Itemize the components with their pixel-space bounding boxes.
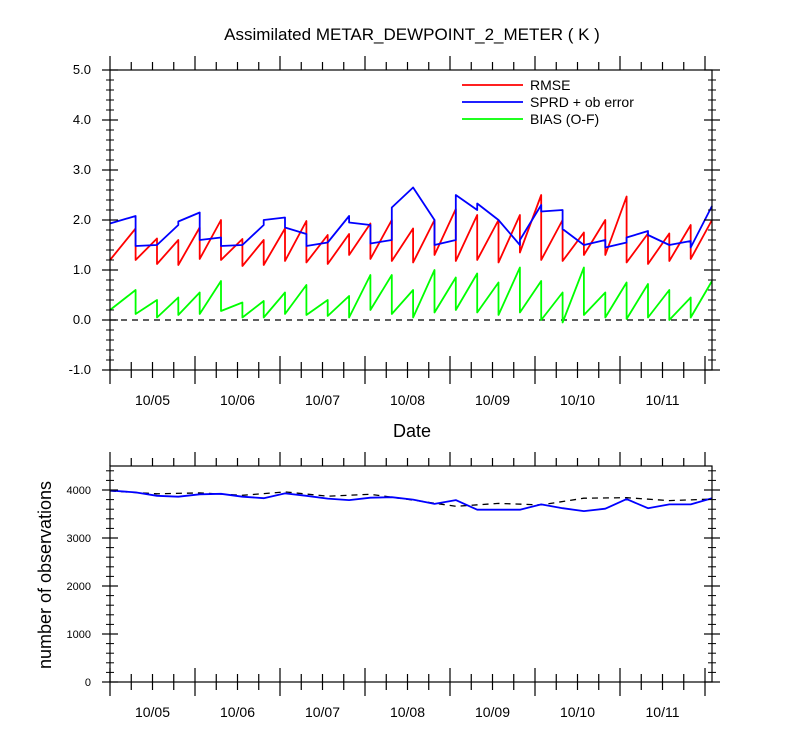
- series-line-2: [109, 266, 713, 324]
- top-axis-ticks: -1.0 0.0 1.0 2.0 3.0 4.0 5.0 10/05 10/06 10/07 10/…: [69, 56, 720, 408]
- chart-title: Assimilated METAR_DEWPOINT_2_METER ( K ): [224, 25, 600, 44]
- y-axis-label-observations: number of observations: [35, 481, 55, 669]
- bottom-series-group: [109, 489, 713, 513]
- y-tick-label: 4000: [67, 485, 91, 497]
- x-tick-label: 10/09: [475, 704, 510, 720]
- y-tick-label: 0.0: [73, 312, 91, 327]
- x-tick-label: 10/10: [560, 392, 595, 408]
- x-tick-label: 10/11: [646, 704, 680, 720]
- series-line-1: [109, 186, 713, 249]
- x-tick-label: 10/06: [220, 392, 255, 408]
- x-tick-label: 10/08: [390, 392, 425, 408]
- top-series-group: [109, 186, 713, 324]
- bottom-axis-ticks: 0 1000 2000 3000 4000 10/05 10/06 10/07 10/08 10/…: [67, 452, 720, 720]
- y-tick-label: 1000: [67, 629, 91, 641]
- x-tick-label: 10/05: [135, 392, 170, 408]
- y-tick-label: 3.0: [73, 162, 91, 177]
- bottom-plot-frame: [109, 465, 713, 683]
- y-tick-label: 2.0: [73, 212, 91, 227]
- y-tick-label: 2000: [67, 581, 91, 593]
- x-tick-label: 10/11: [646, 392, 680, 408]
- y-tick-label: 0: [85, 677, 91, 689]
- x-tick-label: 10/05: [135, 704, 170, 720]
- series-line-0: [109, 194, 713, 267]
- y-tick-label: 4.0: [73, 112, 91, 127]
- x-axis-label: Date: [393, 421, 431, 441]
- series-line-1: [109, 489, 713, 513]
- x-tick-label: 10/07: [305, 392, 340, 408]
- y-tick-label: 5.0: [73, 62, 91, 77]
- y-tick-label: 3000: [67, 533, 91, 545]
- y-tick-label: -1.0: [69, 362, 91, 377]
- x-tick-label: 10/07: [305, 704, 340, 720]
- x-tick-label: 10/09: [475, 392, 510, 408]
- legend-label-0: RMSE: [530, 77, 570, 93]
- y-tick-label: 1.0: [73, 262, 91, 277]
- x-tick-label: 10/06: [220, 704, 255, 720]
- legend-label-2: BIAS (O-F): [530, 111, 599, 127]
- x-tick-label: 10/08: [390, 704, 425, 720]
- x-tick-label: 10/10: [560, 704, 595, 720]
- legend-label-1: SPRD + ob error: [530, 94, 634, 110]
